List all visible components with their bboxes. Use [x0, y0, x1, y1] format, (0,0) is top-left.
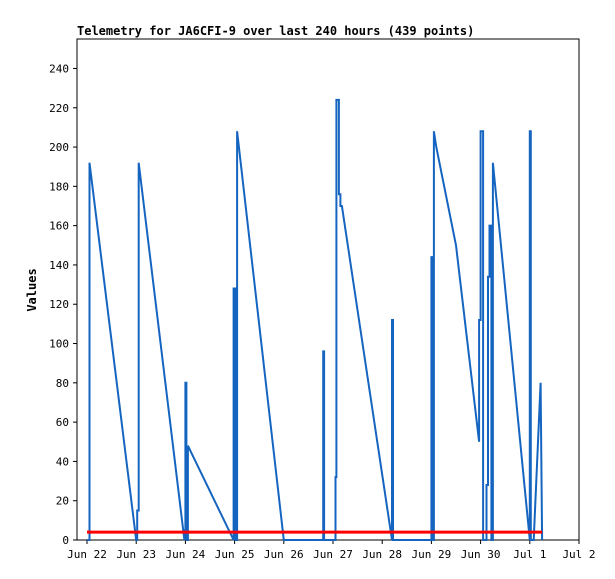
x-tick-label: Jun 23	[116, 548, 156, 561]
y-tick-label: 40	[56, 455, 69, 468]
telemetry-series-line	[87, 98, 544, 541]
y-axis-label: Values	[25, 268, 39, 311]
x-tick-label: Jun 22	[67, 548, 107, 561]
x-tick-label: Jun 24	[166, 548, 206, 561]
x-tick-label: Jun 29	[412, 548, 452, 561]
x-tick-label: Jun 25	[215, 548, 255, 561]
y-tick-label: 80	[56, 377, 69, 390]
x-tick-label: Jun 26	[264, 548, 304, 561]
x-tick-label: Jun 28	[362, 548, 402, 561]
plot-frame	[76, 38, 580, 541]
y-tick-label: 100	[49, 338, 69, 351]
y-tick-label: 200	[49, 141, 69, 154]
y-tick-label: 140	[49, 259, 69, 272]
x-tick-label: Jul 1	[513, 548, 546, 561]
y-tick-label: 180	[49, 180, 69, 193]
y-tick-label: 60	[56, 416, 69, 429]
y-tick-label: 160	[49, 220, 69, 233]
y-tick-label: 120	[49, 298, 69, 311]
x-axis-ticks: Jun 22 Jun 23 Jun 24 Jun 25 Jun 26 Jun 27 Jun …	[67, 540, 596, 561]
y-tick-label: 240	[49, 62, 69, 75]
y-axis-ticks: 0 20 40 60 80 100 120 140 160 180 200 220 240	[49, 62, 77, 547]
x-tick-label: Jun 30	[461, 548, 501, 561]
y-tick-label: 220	[49, 102, 69, 115]
series-layer	[87, 98, 544, 541]
chart-title: Telemetry for JA6CFI-9 over last 240 hou…	[77, 24, 474, 38]
x-tick-label: Jul 2	[562, 548, 595, 561]
y-tick-label: 0	[62, 534, 69, 547]
x-tick-label: Jun 27	[313, 548, 353, 561]
y-tick-label: 20	[56, 495, 69, 508]
